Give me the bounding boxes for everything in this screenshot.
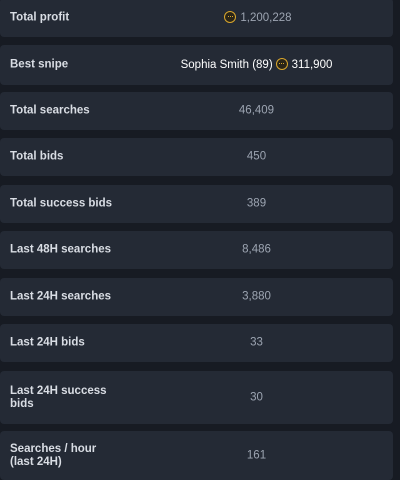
stat-value: 46,409: [238, 104, 275, 117]
stat-row-total-bids: Total bids 450: [0, 138, 393, 176]
total-profit-value: 1,200,228: [240, 11, 292, 24]
stat-row-last-24h-searches: Last 24H searches 3,880: [0, 278, 393, 316]
stat-label: Searches / hour (last 24H): [10, 442, 97, 468]
stat-row-best-snipe: Best snipe Sophia Smith (89) 311,900: [0, 45, 393, 85]
stat-value: Sophia Smith (89) 311,900: [120, 58, 393, 72]
stat-label: Total profit: [10, 11, 70, 23]
stat-value: 450: [246, 150, 267, 163]
coin-icon: [275, 58, 288, 70]
stat-label: Best snipe: [10, 58, 69, 71]
stat-row-total-success-bids: Total success bids 389: [0, 185, 393, 223]
stat-value: 3,880: [242, 290, 271, 303]
stat-row-last-24h-success-bids: Last 24H success bids 30: [0, 371, 393, 424]
stat-value: 389: [246, 197, 267, 210]
stat-label: Last 24H searches: [10, 290, 112, 303]
stat-row-total-searches: Total searches 46,409: [0, 92, 393, 130]
stat-row-total-profit: Total profit 1,200,228: [0, 0, 393, 37]
stat-label: Last 24H bids: [10, 336, 85, 349]
stat-value: 8,486: [242, 243, 271, 256]
stat-label: Total bids: [10, 150, 64, 163]
best-snipe-value: 311,900: [291, 59, 333, 71]
stat-row-last-24h-bids: Last 24H bids 33: [0, 324, 393, 362]
stat-value: 1,200,228: [120, 10, 393, 25]
stat-row-searches-per-hour: Searches / hour (last 24H) 161: [0, 431, 393, 480]
stat-label: Last 24H success bids: [10, 384, 107, 410]
stat-label: Total searches: [10, 104, 90, 117]
stat-label: Total success bids: [10, 197, 113, 210]
coin-icon: [224, 10, 237, 23]
stat-value: 30: [250, 391, 263, 403]
stat-value: 161: [246, 449, 267, 461]
stat-value: 33: [250, 336, 263, 349]
stat-label: Last 48H searches: [10, 243, 112, 256]
stat-row-last-48h-searches: Last 48H searches 8,486: [0, 231, 393, 269]
best-snipe-player: Sophia Smith (89): [180, 59, 273, 71]
